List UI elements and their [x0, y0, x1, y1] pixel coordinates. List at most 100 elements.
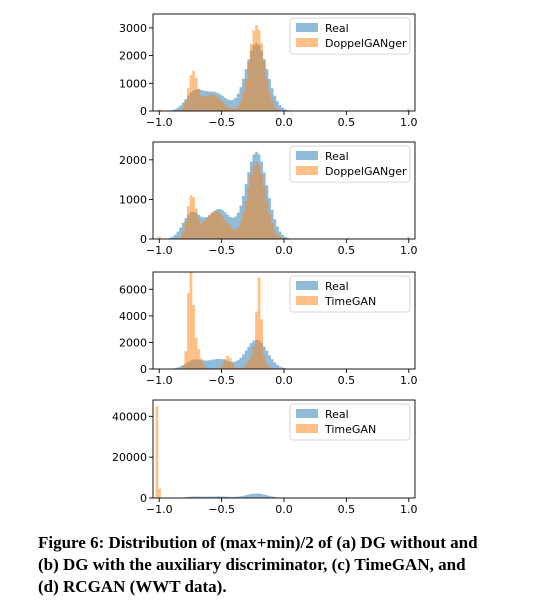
y-tick-label: 2000 — [119, 50, 147, 63]
caption-line-2: (b) DG with the auxiliary discriminator,… — [38, 555, 466, 574]
y-tick-label: 0 — [140, 492, 147, 505]
histogram-bar — [226, 496, 229, 498]
caption-line-3: (d) RCGAN (WWT data). — [38, 577, 227, 596]
histogram-bar — [278, 366, 282, 369]
histogram-bar — [223, 104, 227, 111]
histogram-bar — [205, 367, 209, 369]
y-tick-label: 3000 — [119, 22, 147, 35]
legend-swatch — [296, 23, 318, 32]
x-tick-label: 1.0 — [400, 374, 418, 387]
histogram-bar — [255, 493, 258, 498]
histogram-bar — [155, 406, 159, 498]
histogram-bar — [215, 358, 219, 369]
histogram-bar — [215, 496, 219, 498]
histogram-bar — [176, 231, 180, 239]
histogram-bar — [234, 361, 237, 369]
histogram-bar — [249, 174, 253, 239]
histogram-bar — [236, 212, 240, 239]
x-tick-label: 0.5 — [338, 116, 356, 129]
histogram-bar — [221, 496, 224, 498]
histogram-bar — [242, 366, 245, 369]
histogram-bar — [192, 305, 195, 369]
legend-swatch — [296, 38, 318, 47]
figure-caption: Figure 6: Distribution of (max+min)/2 of… — [38, 532, 518, 598]
histogram-bar — [210, 94, 214, 111]
histogram-bar — [210, 212, 214, 239]
histogram-bar — [268, 92, 271, 111]
histogram-bar — [255, 161, 258, 239]
histogram-bar — [407, 108, 410, 111]
histogram-bar — [242, 354, 245, 369]
histogram-bar — [184, 100, 188, 111]
histogram-bar — [231, 363, 235, 369]
histogram-bar — [189, 272, 193, 369]
histogram-bar — [249, 355, 253, 369]
histogram-bar — [202, 496, 206, 498]
histogram-bar — [273, 106, 277, 111]
histogram-bar — [255, 311, 258, 369]
histogram-bar — [265, 201, 269, 239]
y-tick-label: 2000 — [119, 154, 147, 167]
histogram-bar — [260, 43, 264, 111]
y-tick-label: 1000 — [119, 193, 147, 206]
histogram-bar — [265, 364, 269, 369]
histogram-bar — [194, 496, 198, 498]
histogram-bar — [239, 221, 243, 239]
histogram-bar — [200, 95, 203, 111]
legend-label: Real — [325, 150, 349, 163]
histogram-bar — [221, 359, 224, 369]
legend-label: DoppelGANger — [325, 37, 407, 50]
histogram-bar — [179, 366, 182, 369]
histogram-bar — [192, 197, 195, 239]
histogram-bar — [173, 234, 177, 239]
histogram-bar — [228, 226, 232, 239]
histogram-bar — [210, 359, 214, 369]
histogram-bar — [270, 101, 274, 111]
histogram-bar — [239, 357, 243, 369]
histogram-bar — [257, 165, 261, 239]
legend-label: TimeGAN — [324, 423, 376, 436]
histogram-bar — [278, 231, 282, 239]
histogram-bar — [192, 70, 195, 111]
legend-swatch — [296, 151, 318, 160]
histogram-bar — [257, 493, 261, 498]
histogram-bar — [184, 221, 188, 239]
histogram-bar — [273, 230, 277, 239]
chart-panel: −1.0 −0.5 0.0 0.5 1.0 0 1000 2000 Real DoppelGANg… — [119, 141, 418, 257]
histogram-bar — [205, 96, 209, 111]
histogram-bar — [226, 223, 229, 239]
histogram-bar — [407, 236, 410, 239]
histogram-bar — [278, 236, 282, 239]
histogram-bar — [197, 496, 201, 498]
histogram-bar — [244, 201, 248, 239]
histogram-bar — [263, 355, 266, 369]
legend-swatch — [296, 424, 318, 433]
histogram-bar — [226, 99, 229, 111]
x-tick-label: 0.0 — [275, 503, 293, 516]
histogram-bar — [192, 496, 195, 498]
x-tick-label: 0.0 — [275, 244, 293, 257]
x-tick-label: 0.0 — [275, 116, 293, 129]
histogram-bar — [228, 107, 232, 111]
x-tick-label: 0.0 — [275, 374, 293, 387]
histogram-bar — [270, 223, 274, 239]
legend-swatch — [296, 166, 318, 175]
histogram-bar — [346, 237, 350, 239]
histogram-bar — [231, 108, 235, 111]
legend: Real DoppelGANger — [289, 17, 411, 55]
histogram-bar — [208, 496, 211, 498]
histogram-bar — [189, 195, 193, 239]
x-tick-label: −0.5 — [208, 374, 235, 387]
x-tick-label: 1.0 — [400, 116, 418, 129]
histogram-bar — [255, 25, 258, 111]
histogram-bar — [176, 367, 180, 369]
histogram-bar — [247, 187, 250, 239]
histogram-bar — [228, 496, 232, 498]
histogram-bar — [210, 496, 214, 498]
histogram-bar — [158, 236, 161, 239]
histogram-bar — [205, 496, 209, 498]
legend-swatch — [296, 281, 318, 290]
x-tick-label: 1.0 — [400, 244, 418, 257]
histogram-bar — [218, 358, 222, 369]
x-tick-label: −0.5 — [208, 503, 235, 516]
